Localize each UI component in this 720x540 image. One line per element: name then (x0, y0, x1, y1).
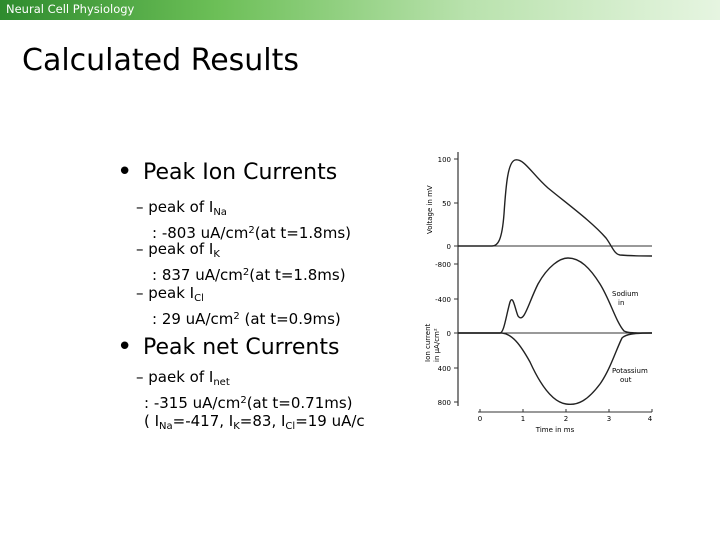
sub-item-line1: – peak of IK (136, 240, 220, 260)
current-ytick: 800 (438, 399, 451, 407)
time-xtick: 4 (648, 415, 653, 423)
sub-item-icl: – peak ICl : 29 uA/cm2 (at t=0.9ms) (136, 284, 341, 328)
header-title: Neural Cell Physiology (6, 2, 135, 16)
bullet-peak-net-currents: • Peak net Currents (117, 332, 340, 362)
voltage-panel: 100 50 0 Voltage in mV (426, 152, 653, 257)
current-ylabel: Ion current (424, 323, 432, 362)
sub-item-line2: : -315 uA/cm2(at t=0.71ms) (144, 394, 353, 412)
time-xlabel: Time in ms (535, 426, 575, 434)
current-ytick: 0 (447, 330, 451, 338)
bullet-dot-icon: • (117, 157, 133, 187)
current-ylabel-units: in μA/cm² (433, 328, 441, 362)
header-band: Neural Cell Physiology (0, 0, 720, 20)
sodium-label-in: in (618, 299, 624, 307)
current-ytick: 400 (438, 365, 451, 373)
bullet-dot-icon: • (117, 332, 133, 362)
sub-item-line3: ( INa=-417, IK=83, ICl=19 uA/c (144, 412, 365, 432)
time-xtick: 2 (564, 415, 568, 423)
time-axis: 0 1 2 3 4 Time in ms (478, 409, 653, 434)
sub-item-line1: – peak of INa (136, 198, 227, 218)
current-ytick: -800 (435, 261, 451, 269)
sub-item-line2: : 837 uA/cm2(at t=1.8ms) (152, 266, 346, 284)
bullet-text: Peak net Currents (143, 335, 340, 360)
sub-item-line2: : -803 uA/cm2(at t=1.8ms) (152, 224, 351, 242)
ion-current-panel: -800 -400 0 400 800 Ion current in μA/cm… (424, 256, 653, 407)
potassium-label: Potassium (612, 367, 648, 375)
current-ytick: -400 (435, 296, 451, 304)
sub-item-inet: – paek of Inet : -315 uA/cm2(at t=0.71ms… (136, 368, 422, 436)
time-xtick: 0 (478, 415, 482, 423)
bullet-text: Peak Ion Currents (143, 160, 338, 185)
slide-title: Calculated Results (22, 43, 300, 78)
voltage-ytick: 50 (442, 200, 451, 208)
sub-item-line1: – paek of Inet (136, 368, 230, 388)
time-xtick: 1 (521, 415, 525, 423)
bullet-peak-ion-currents: • Peak Ion Currents (117, 157, 338, 187)
sub-item-line2: : 29 uA/cm2 (at t=0.9ms) (152, 310, 341, 328)
sub-item-ina: – peak of INa : -803 uA/cm2(at t=1.8ms) (136, 198, 351, 242)
sub-item-line1: – peak ICl (136, 284, 204, 304)
sodium-label: Sodium (612, 290, 639, 298)
voltage-ytick: 100 (438, 156, 451, 164)
potassium-label-out: out (620, 376, 632, 384)
voltage-ytick: 0 (447, 243, 451, 251)
time-xtick: 3 (607, 415, 611, 423)
voltage-ylabel: Voltage in mV (426, 185, 434, 234)
sub-item-ik: – peak of IK : 837 uA/cm2(at t=1.8ms) (136, 240, 346, 284)
action-potential-figure: 100 50 0 Voltage in mV -800 -400 0 400 8… (420, 144, 662, 440)
